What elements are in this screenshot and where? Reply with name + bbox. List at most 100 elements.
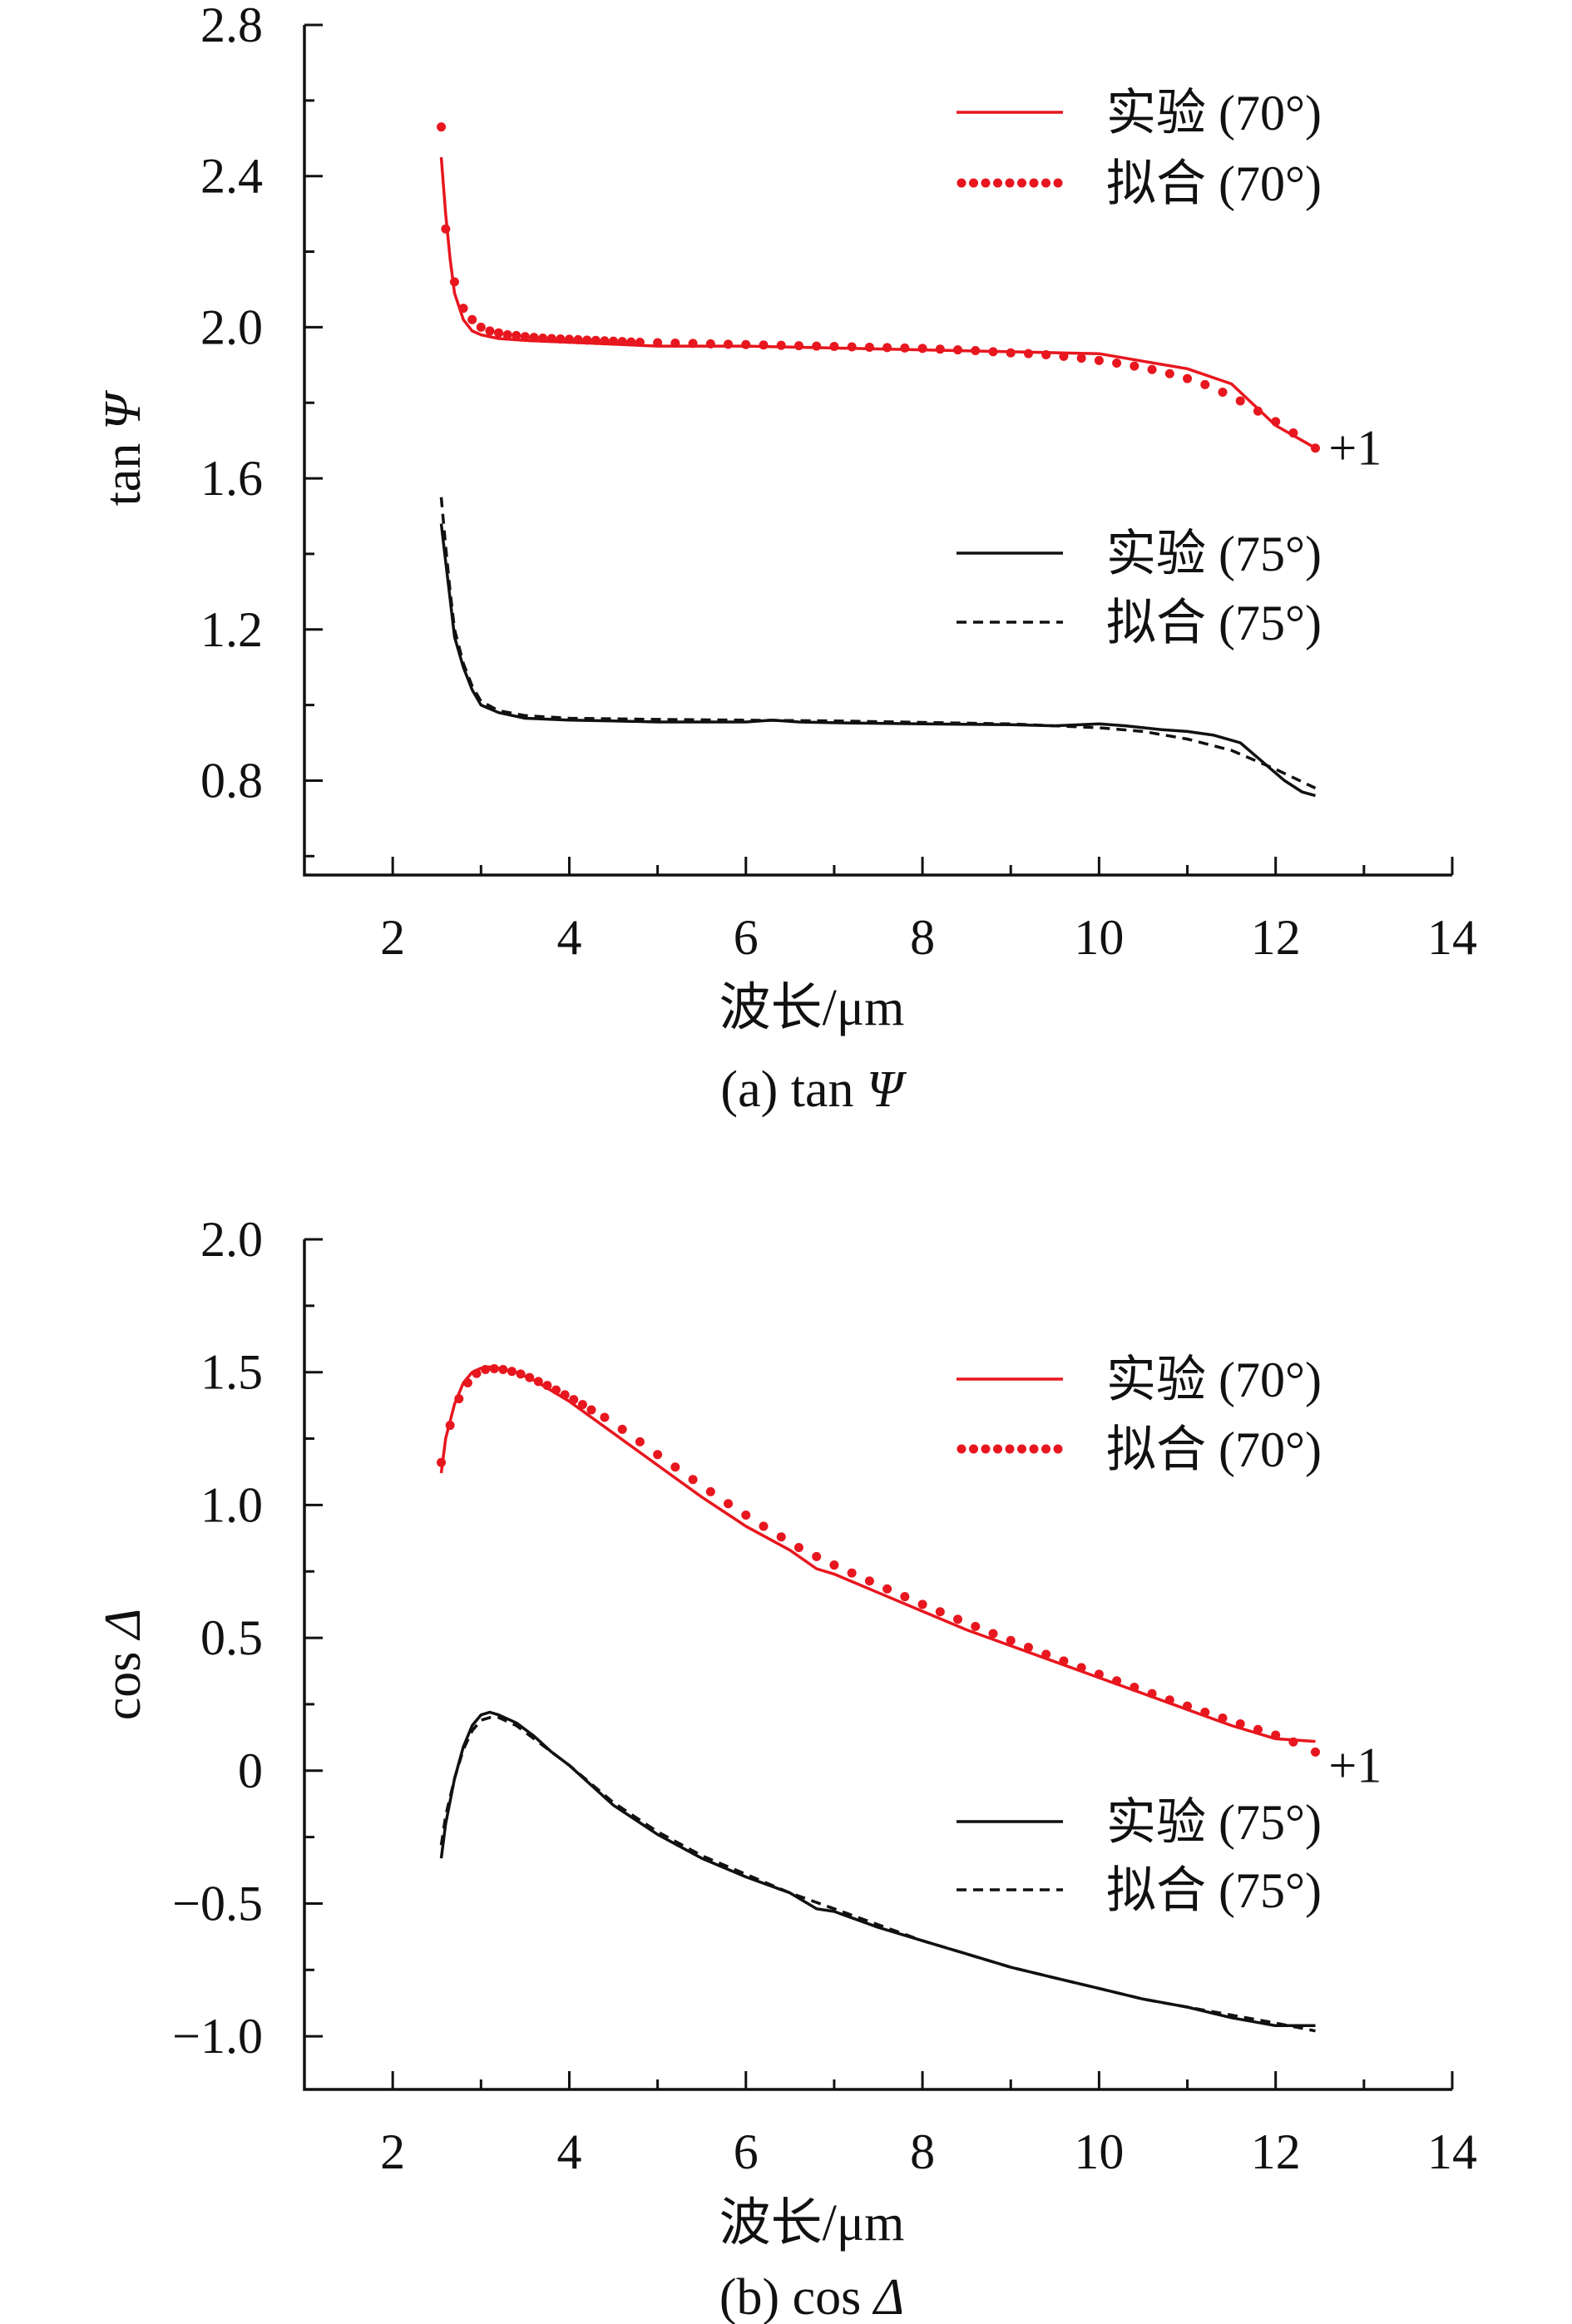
legend-item-3: 拟合 (75°)	[957, 596, 1322, 650]
data-point	[489, 1364, 499, 1374]
caption-symbol: Δ	[872, 2269, 904, 2324]
data-point	[670, 1462, 680, 1472]
data-point	[462, 1377, 472, 1387]
y-tick-label: 2.0	[200, 299, 263, 354]
data-point	[626, 337, 636, 347]
legend-item-1: 拟合 (70°)	[957, 156, 1322, 211]
data-point	[1288, 428, 1298, 438]
data-point	[1059, 351, 1069, 361]
series-0-line	[439, 156, 1317, 450]
legend-marker	[981, 1444, 991, 1454]
data-point	[1112, 358, 1122, 368]
caption-symbol: Ψ	[867, 1061, 907, 1118]
data-point	[1183, 1701, 1193, 1711]
data-point	[971, 1621, 981, 1631]
x-tick-label: 4	[556, 2124, 581, 2179]
data-point	[1041, 350, 1051, 360]
legend-label: 实验 (75°)	[1106, 1795, 1322, 1850]
data-point	[741, 339, 751, 349]
data-point	[1218, 388, 1228, 398]
y-axis-label-prefix: tan	[95, 430, 151, 506]
data-point	[445, 1421, 455, 1431]
data-point	[1253, 1724, 1263, 1734]
data-point	[1183, 373, 1193, 383]
legend-item-3: 拟合 (75°)	[957, 1863, 1322, 1918]
legend-marker	[1041, 178, 1050, 188]
data-point	[502, 329, 512, 339]
data-point	[449, 277, 459, 287]
data-point	[882, 343, 892, 353]
y-axis-label: cos Δ	[95, 1609, 151, 1721]
data-point	[1200, 1707, 1210, 1717]
data-point	[1235, 396, 1245, 406]
legend-marker	[993, 1444, 1002, 1454]
legend-label: 实验 (70°)	[1106, 1352, 1322, 1407]
legend-marker	[969, 178, 978, 188]
data-point	[512, 330, 522, 340]
data-point	[600, 1412, 610, 1422]
x-tick-label: 10	[1074, 910, 1124, 965]
data-point	[829, 1560, 839, 1570]
data-point	[1041, 1649, 1051, 1659]
y-tick-label: 1.0	[200, 1477, 263, 1532]
legend-marker	[1029, 178, 1039, 188]
data-point	[564, 334, 574, 344]
data-point	[917, 344, 927, 354]
series-3-line	[439, 1716, 1316, 2033]
data-point	[653, 338, 663, 348]
data-point	[971, 346, 981, 356]
y-axis-label-prefix: cos	[95, 1639, 151, 1720]
legend-item-2: 实验 (75°)	[957, 1795, 1322, 1850]
data-point	[759, 1521, 769, 1531]
y-tick-label: 2.4	[200, 149, 263, 204]
legend-marker	[1005, 1444, 1015, 1454]
data-point	[847, 342, 857, 352]
data-point	[472, 1368, 482, 1378]
legend-marker	[981, 178, 991, 188]
data-point	[441, 224, 451, 234]
legend-marker	[1017, 178, 1026, 188]
data-point	[1023, 349, 1033, 358]
chart-caption: (b) cos Δ	[719, 2269, 904, 2324]
y-tick-label: 2.8	[200, 0, 263, 52]
x-tick-label: 8	[910, 910, 935, 965]
data-point	[1218, 1713, 1228, 1723]
data-point	[507, 1367, 517, 1377]
x-axis-label: 波长/μm	[719, 980, 905, 1036]
data-point	[538, 334, 548, 344]
data-point	[525, 1372, 535, 1382]
data-point	[705, 339, 715, 349]
data-point	[1006, 1635, 1016, 1645]
data-point	[1310, 1747, 1320, 1757]
legend-label: 拟合 (75°)	[1106, 1863, 1322, 1918]
data-point	[1164, 368, 1174, 378]
caption-prefix: (b) cos	[719, 2269, 874, 2324]
data-point	[935, 344, 945, 354]
legend-marker	[1017, 1444, 1026, 1454]
legend-marker	[1029, 1444, 1039, 1454]
legend-label: 拟合 (75°)	[1106, 596, 1322, 650]
legend-marker	[957, 178, 966, 188]
data-point	[577, 1400, 587, 1410]
data-point	[812, 341, 822, 351]
data-point	[437, 1457, 447, 1467]
data-point	[485, 326, 495, 336]
legend-item-1: 拟合 (70°)	[957, 1422, 1322, 1477]
data-point	[1147, 364, 1157, 374]
data-point	[569, 1395, 579, 1405]
legend-label: 拟合 (70°)	[1106, 1422, 1322, 1477]
y-tick-label: −1.0	[172, 2009, 263, 2064]
legend-marker	[1041, 1444, 1050, 1454]
data-point	[1094, 1669, 1104, 1679]
data-point	[953, 1614, 963, 1624]
data-point	[864, 1576, 874, 1586]
data-point	[573, 334, 583, 344]
legend-marker	[993, 178, 1002, 188]
data-point	[900, 1592, 910, 1602]
data-point	[1076, 354, 1086, 363]
legend-marker	[1053, 1444, 1063, 1454]
x-tick-label: 6	[734, 910, 759, 965]
x-tick-label: 12	[1251, 2124, 1301, 2179]
data-point	[688, 1475, 698, 1485]
